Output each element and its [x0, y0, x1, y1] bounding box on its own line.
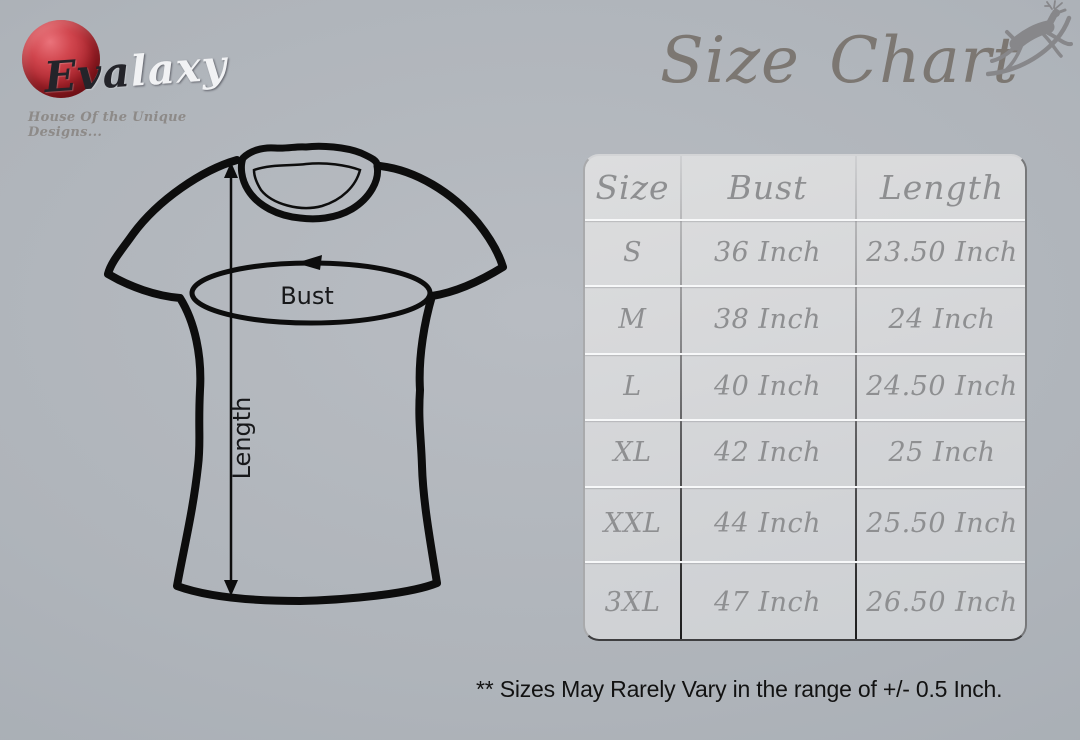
brand-name-dark: Eva: [42, 46, 133, 102]
length-cell: 24.50 Inch: [866, 370, 1018, 402]
size-cell: M: [618, 303, 647, 335]
brand-tagline: House Of the Unique Designs...: [28, 110, 187, 140]
page-title: Size Chart: [660, 24, 1019, 98]
collar-outline: [237, 142, 382, 223]
size-cell: S: [623, 236, 642, 268]
size-cell: XL: [613, 437, 652, 468]
length-cell: 25 Inch: [888, 437, 996, 468]
bust-label: Bust: [280, 282, 334, 310]
column-header-size: Size: [595, 168, 670, 207]
bust-cell: 42 Inch: [713, 437, 821, 468]
bust-cell: 44 Inch: [713, 508, 821, 539]
size-variance-note: ** Sizes May Rarely Vary in the range of…: [476, 676, 1003, 702]
length-cell: 24 Inch: [888, 303, 996, 335]
bust-cell: 40 Inch: [713, 370, 821, 402]
bust-cell: 38 Inch: [713, 303, 821, 335]
logo-sphere-icon: [22, 20, 100, 98]
length-cell: 25.50 Inch: [866, 508, 1018, 539]
length-cell: 26.50 Inch: [866, 586, 1018, 618]
row-divider: [585, 285, 1025, 287]
brand-logo: Evalaxy House Of the Unique Designs...: [14, 12, 245, 140]
length-cell: 23.50 Inch: [866, 236, 1018, 268]
bust-cell: 47 Inch: [713, 586, 821, 618]
length-arrow-bottom: [224, 580, 238, 596]
bust-cell: 36 Inch: [713, 236, 821, 268]
tshirt-outline: [104, 156, 507, 605]
size-cell: L: [623, 370, 642, 402]
column-divider: [855, 156, 857, 639]
column-header-length: Length: [879, 168, 1005, 207]
row-divider: [585, 353, 1025, 355]
collar-inner-line: [252, 162, 362, 210]
column-header-bust: Bust: [727, 168, 808, 207]
row-divider: [585, 486, 1025, 488]
length-arrow-top: [224, 162, 238, 178]
row-divider: [585, 561, 1025, 563]
length-label: Length: [228, 397, 256, 480]
size-chart-table: Size Bust Length S 36 Inch 23.50 Inch M …: [583, 154, 1027, 641]
tshirt-measurement-diagram: Bust Length: [104, 142, 507, 605]
brand-name: Evalaxy: [42, 40, 245, 102]
size-cell: XXL: [603, 508, 662, 539]
size-cell: 3XL: [604, 586, 661, 618]
row-divider: [585, 419, 1025, 421]
bust-arrowhead: [296, 255, 322, 270]
column-divider: [680, 156, 682, 639]
row-divider: [585, 219, 1025, 221]
leaping-deer-icon: [986, 0, 1073, 77]
brand-name-light: laxy: [128, 40, 229, 96]
